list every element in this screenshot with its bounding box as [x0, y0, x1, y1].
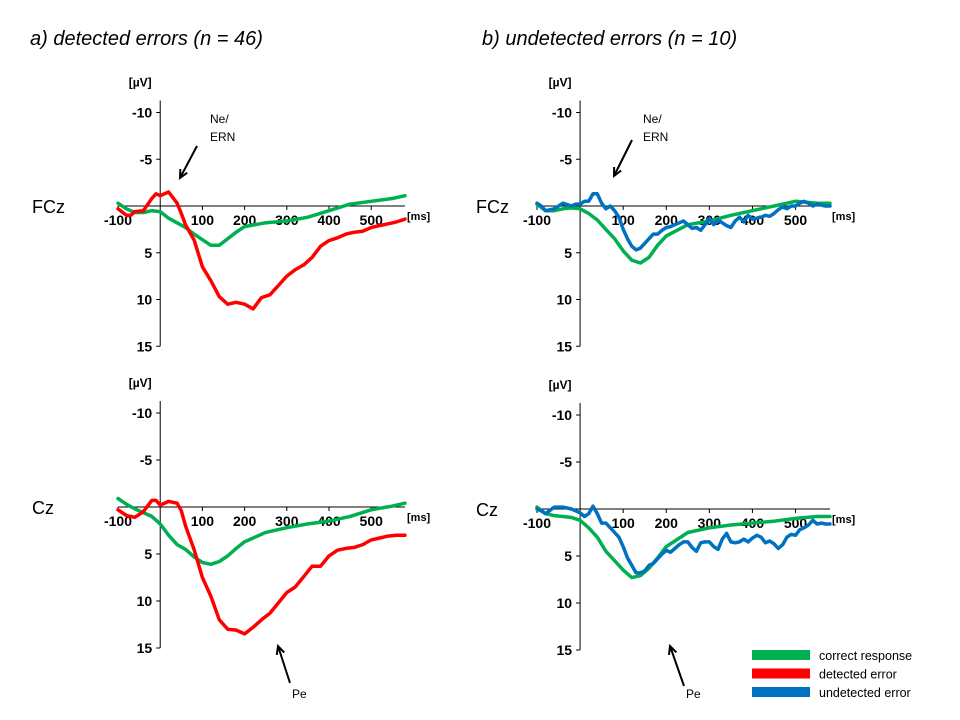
legend-swatch	[752, 668, 810, 679]
series-line-detected-error	[116, 498, 407, 636]
annotation-arrowhead	[612, 166, 622, 179]
y-tick-label: 15	[557, 338, 573, 354]
electrode-label: FCz	[476, 197, 509, 217]
legend-swatch	[752, 687, 810, 697]
y-tick-label: -10	[132, 105, 152, 121]
legend: correct response detected error undetected…	[752, 649, 912, 700]
legend-label: undetected error	[819, 686, 911, 700]
series-line-correct-response	[116, 193, 407, 248]
x-tick-label: 500	[360, 513, 384, 529]
annotation-arrowhead	[275, 643, 285, 656]
y-tick-label: -10	[552, 105, 572, 121]
y-tick-label: 15	[557, 642, 573, 658]
x-axis-label: [ms]	[407, 211, 431, 223]
y-tick-label: 10	[557, 292, 573, 308]
x-tick-label: -100	[104, 513, 132, 529]
x-axis-label: [ms]	[407, 512, 431, 524]
y-axis-label: [µV]	[549, 378, 572, 392]
y-tick-label: 5	[144, 245, 152, 261]
x-tick-label: 400	[317, 212, 341, 228]
series-line-detected-error	[116, 190, 407, 311]
y-tick-label: -10	[552, 407, 572, 423]
annotation-arrowhead	[178, 168, 188, 181]
y-axis-label: [µV]	[129, 76, 152, 90]
y-tick-label: -5	[560, 454, 573, 470]
y-tick-label: 5	[564, 245, 572, 261]
annotation-label: Ne/	[210, 112, 229, 126]
x-tick-label: 100	[191, 513, 215, 529]
annotation-arrowhead	[667, 643, 678, 656]
electrode-label: FCz	[32, 197, 65, 217]
legend-label: detected error	[819, 668, 897, 682]
y-axis-label: [µV]	[129, 376, 152, 390]
annotation-label: ERN	[643, 130, 668, 144]
x-tick-label: 200	[655, 515, 679, 531]
x-tick-label: -100	[523, 212, 551, 228]
y-tick-label: -5	[140, 151, 153, 167]
x-tick-label: 100	[611, 515, 635, 531]
y-tick-label: 10	[557, 595, 573, 611]
panel-a-title: a) detected errors (n = 46)	[30, 28, 263, 50]
x-tick-label: 500	[360, 212, 384, 228]
y-tick-label: 10	[137, 593, 153, 609]
annotation-arrow	[179, 145, 198, 179]
electrode-label: Cz	[476, 500, 498, 520]
x-axis-label: [ms]	[832, 514, 856, 526]
y-tick-label: 5	[144, 546, 152, 562]
series-line-undetected-error	[535, 504, 832, 575]
y-tick-label: 15	[137, 338, 153, 354]
x-tick-label: 200	[233, 513, 257, 529]
series-line-correct-response	[116, 496, 407, 567]
y-axis-label: [µV]	[549, 76, 572, 90]
y-tick-label: -5	[560, 151, 573, 167]
x-tick-label: -100	[523, 515, 551, 531]
x-axis-label: [ms]	[832, 211, 856, 223]
annotation-arrow	[277, 645, 291, 684]
annotation-arrow	[613, 139, 633, 177]
electrode-label: Cz	[32, 498, 54, 518]
x-tick-label: 100	[191, 212, 215, 228]
y-tick-label: 10	[137, 292, 153, 308]
annotation-arrow	[669, 645, 685, 687]
annotation-label: ERN	[210, 130, 235, 144]
y-tick-label: -5	[140, 452, 153, 468]
y-tick-label: 5	[564, 548, 572, 564]
annotation-label: Pe	[292, 687, 307, 701]
y-tick-label: 15	[137, 640, 153, 656]
legend-swatch	[752, 650, 810, 660]
x-tick-label: 500	[784, 212, 808, 228]
legend-label: correct response	[819, 649, 912, 663]
panel-b-title: b) undetected errors (n = 10)	[482, 28, 738, 50]
series-line-undetected-error	[535, 192, 832, 252]
annotation-label: Ne/	[643, 112, 662, 126]
y-tick-label: -10	[132, 405, 152, 421]
annotation-label: Pe	[686, 687, 701, 701]
series-line-correct-response	[535, 505, 832, 580]
series-line-correct-response	[535, 199, 832, 265]
